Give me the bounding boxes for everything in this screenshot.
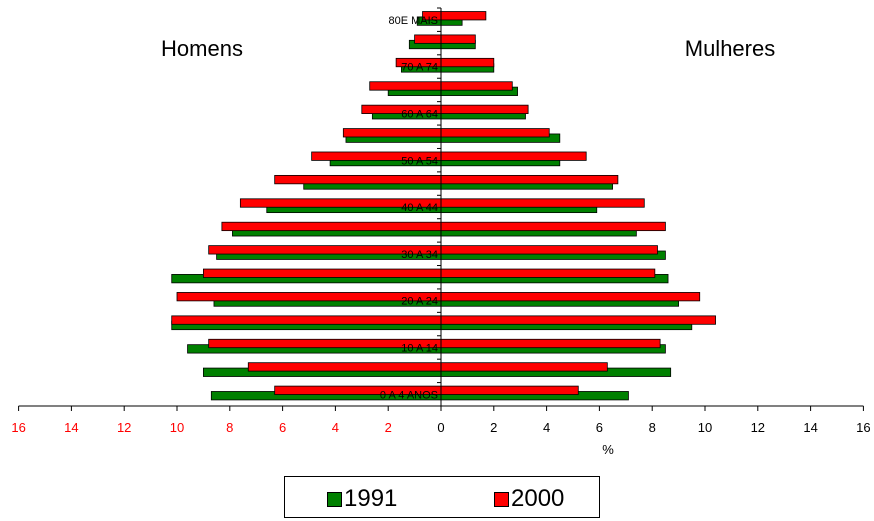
x-tick-label: 14	[803, 420, 817, 435]
bar-2000-homens-1	[247, 362, 442, 372]
bar-2000-mulheres-3	[440, 315, 716, 325]
legend-swatch-1991	[327, 491, 342, 507]
x-tick-label: 12	[117, 420, 131, 435]
x-tick-label: 12	[751, 420, 765, 435]
category-label: 20 A 24	[401, 296, 438, 308]
bar-2000-mulheres-14	[440, 57, 495, 68]
legend-swatch-2000	[494, 491, 509, 507]
category-label: 80E MAIS	[388, 15, 438, 27]
x-tick-label: 2	[385, 420, 392, 435]
bar-2000-mulheres-12	[440, 104, 529, 114]
legend-label-1991: 1991	[344, 485, 398, 512]
bar-2000-mulheres-8	[440, 198, 645, 208]
x-tick-label: 0	[437, 420, 444, 435]
bar-2000-homens-9	[274, 174, 442, 185]
x-tick-label: 6	[279, 420, 286, 435]
legend-item-2000: 2000	[494, 485, 564, 513]
category-label: 30 A 34	[401, 249, 438, 261]
x-tick-label: 4	[543, 420, 550, 435]
x-axis-title: %	[602, 442, 614, 457]
bar-2000-mulheres-10	[440, 151, 587, 161]
legend: 1991 2000	[284, 476, 600, 518]
legend-item-1991: 1991	[327, 485, 397, 513]
group-label-mulheres: Mulheres	[685, 36, 775, 61]
bar-2000-homens-15	[414, 34, 442, 44]
category-label: 0 A 4 ANOS	[380, 389, 438, 401]
x-tick-label: 16	[11, 420, 25, 435]
x-tick-label: 14	[64, 420, 78, 435]
category-label: 50 A 54	[401, 155, 438, 167]
x-tick-label: 10	[698, 420, 712, 435]
x-tick-label: 6	[596, 420, 603, 435]
category-label: 70 A 74	[401, 62, 438, 74]
x-tick-label: 4	[332, 420, 339, 435]
bar-2000-homens-3	[171, 315, 442, 325]
bar-2000-mulheres-5	[440, 268, 656, 278]
group-label-homens: Homens	[161, 36, 243, 61]
bar-2000-homens-7	[221, 221, 442, 232]
x-tick-label: 2	[490, 420, 497, 435]
bar-2000-mulheres-1	[440, 362, 608, 372]
bar-2000-mulheres-9	[440, 174, 619, 185]
bar-2000-mulheres-16	[440, 11, 487, 21]
x-tick-label: 10	[170, 420, 184, 435]
bar-2000-mulheres-0	[440, 385, 579, 395]
x-tick-label: 16	[856, 420, 870, 435]
bar-2000-homens-13	[369, 81, 442, 91]
bar-2000-mulheres-7	[440, 221, 666, 232]
bar-2000-homens-5	[202, 268, 442, 278]
bar-2000-mulheres-6	[440, 245, 658, 255]
category-label: 60 A 64	[401, 108, 438, 120]
bar-2000-mulheres-2	[440, 338, 661, 349]
category-label: 40 A 44	[401, 202, 438, 214]
bar-2000-mulheres-13	[440, 81, 513, 91]
bar-2000-mulheres-11	[440, 128, 550, 138]
bar-2000-mulheres-15	[440, 34, 476, 44]
x-tick-label: 8	[649, 420, 656, 435]
legend-label-2000: 2000	[511, 485, 565, 512]
x-tick-label: 8	[226, 420, 233, 435]
bar-2000-mulheres-4	[440, 292, 701, 302]
bar-2000-homens-11	[342, 128, 442, 138]
category-label: 10 A 14	[401, 343, 438, 355]
